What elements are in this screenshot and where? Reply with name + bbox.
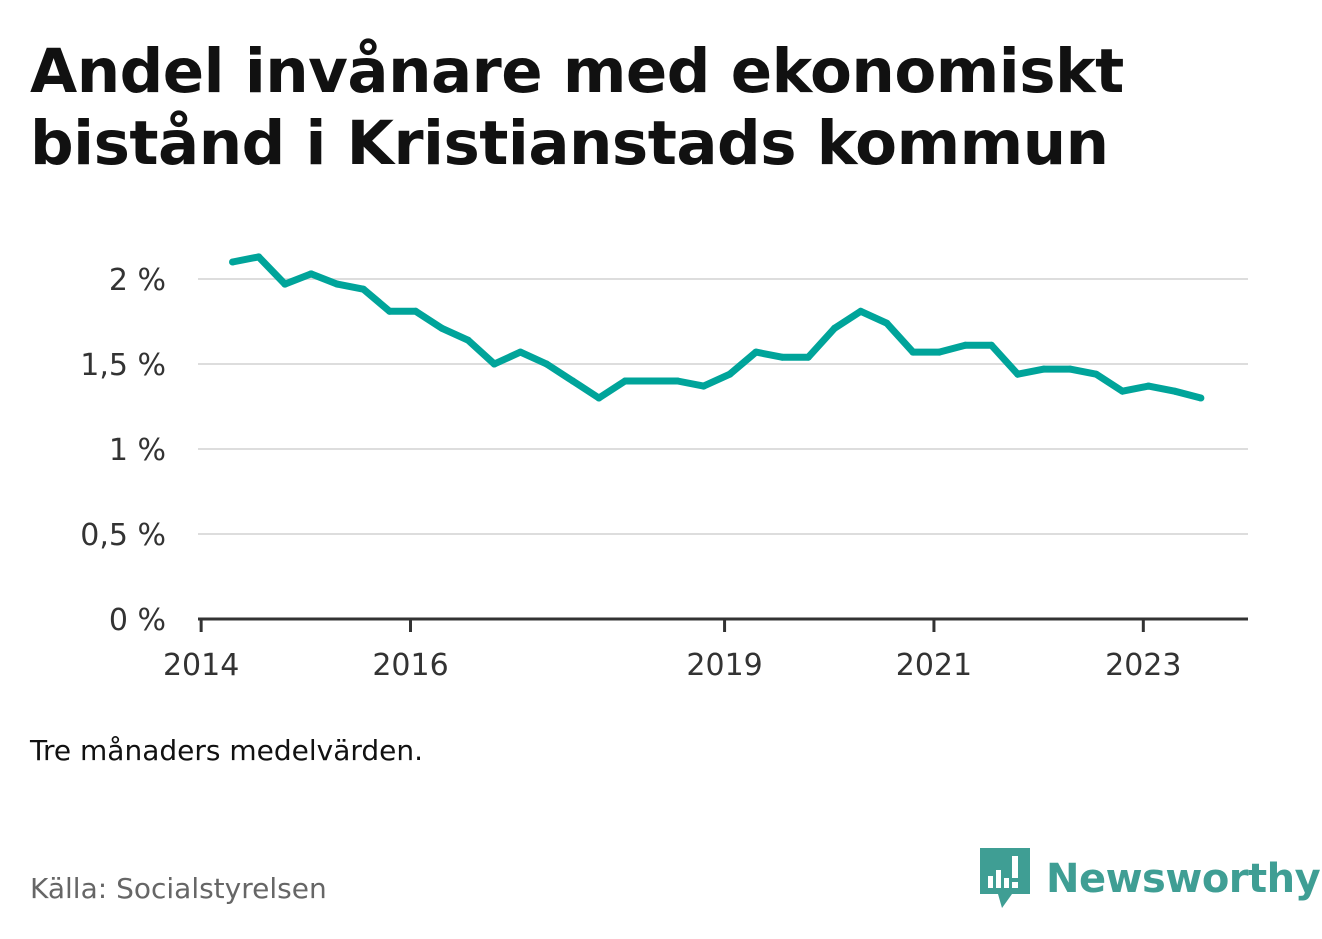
data-point	[674, 377, 681, 385]
data-point	[281, 280, 289, 288]
data-point	[961, 341, 969, 349]
x-tick-label: 2019	[686, 648, 762, 683]
data-point	[647, 377, 655, 385]
y-axis-tick-labels: 0 % 0,5 % 1 % 1,5 % 2 %	[80, 263, 166, 638]
brand-name: Newsworthy	[1046, 856, 1321, 902]
data-point	[595, 394, 603, 402]
chart-title: Andel invånare med ekonomiskt bistånd i …	[30, 36, 1124, 179]
data-point	[804, 353, 812, 361]
data-point	[831, 324, 838, 332]
y-tick-label: 0,5 %	[80, 518, 166, 553]
series-group	[229, 253, 1205, 402]
data-point	[516, 348, 524, 356]
data-point	[438, 324, 446, 332]
y-tick-label: 1,5 %	[80, 348, 166, 383]
data-point	[386, 307, 394, 315]
y-tick-label: 2 %	[109, 263, 166, 298]
data-point	[621, 377, 629, 385]
data-point	[700, 382, 708, 390]
series-line	[231, 253, 1202, 402]
data-point	[1197, 394, 1205, 402]
y-tick-label: 0 %	[109, 603, 166, 638]
data-point	[569, 377, 577, 385]
x-tick-label: 2023	[1105, 648, 1181, 683]
x-axis-ticks: 2014 2016 2019 2021 2023	[163, 619, 1181, 683]
data-point	[883, 319, 891, 327]
data-point	[1092, 370, 1100, 378]
data-point	[412, 307, 420, 315]
data-point	[1145, 382, 1152, 390]
data-point	[726, 370, 734, 378]
x-tick-label: 2014	[163, 648, 239, 683]
data-point	[229, 258, 236, 266]
data-point	[1040, 365, 1048, 373]
data-point	[543, 360, 551, 368]
x-tick-label: 2016	[372, 648, 448, 683]
data-point	[307, 270, 315, 278]
data-point	[1014, 370, 1022, 378]
data-point	[1171, 387, 1179, 395]
newsworthy-logo-icon	[980, 848, 1030, 908]
chart-note: Tre månaders medelvärden.	[30, 734, 424, 767]
data-point	[490, 360, 498, 368]
data-point	[909, 348, 917, 356]
data-point	[1066, 365, 1074, 373]
data-point	[255, 253, 263, 261]
data-point	[988, 341, 995, 349]
data-point	[778, 353, 786, 361]
brand-logo: Newsworthy	[980, 848, 1321, 910]
data-point	[857, 307, 865, 315]
data-point	[935, 348, 943, 356]
data-point	[464, 336, 472, 344]
data-point	[359, 285, 367, 293]
data-point	[752, 348, 760, 356]
source-label: Källa: Socialstyrelsen	[30, 872, 327, 905]
x-tick-label: 2021	[896, 648, 972, 683]
data-point	[333, 280, 341, 288]
data-point	[1118, 387, 1126, 395]
grid-lines	[198, 278, 1248, 535]
y-tick-label: 1 %	[109, 433, 166, 468]
